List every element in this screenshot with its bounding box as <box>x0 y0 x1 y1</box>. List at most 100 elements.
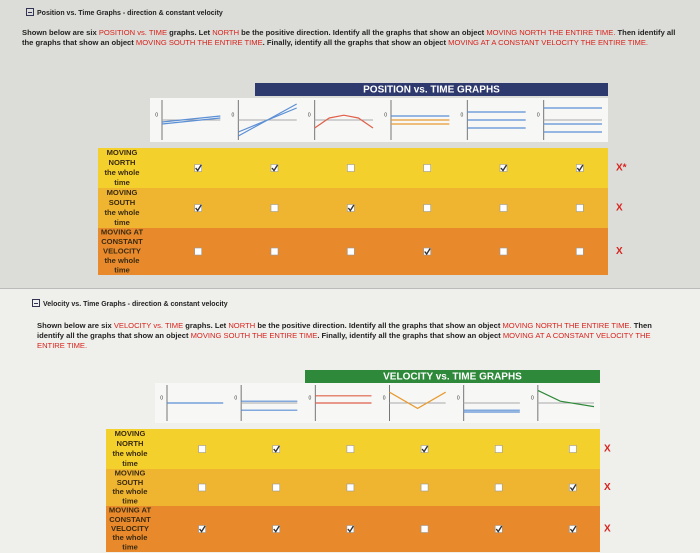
checkbox <box>494 525 503 533</box>
row-label: SOUTH <box>117 478 144 487</box>
instruction-text: Shown below are six <box>37 321 114 330</box>
checkmark <box>271 164 279 172</box>
row-label: CONSTANT <box>109 515 151 524</box>
row-label: MOVING AT <box>109 506 152 515</box>
table-title: POSITION vs. TIME GRAPHS <box>363 85 500 96</box>
row-label: time <box>114 178 130 187</box>
checkmark <box>347 204 355 212</box>
origin-label: 0 <box>531 395 534 401</box>
checkbox <box>423 164 431 172</box>
instruction-text: be the positive direction. Identify all … <box>239 28 487 37</box>
graph-line <box>314 114 374 129</box>
table-title: VELOCITY vs. TIME GRAPHS <box>383 372 522 383</box>
checkmark <box>569 525 577 533</box>
highlight-text: MOVING AT A CONSTANT VELOCITY THE ENTIRE… <box>37 331 651 350</box>
highlight-text: MOVING SOUTH THE ENTIRE TIME <box>190 331 318 340</box>
section-header: Position vs. Time Graphs - direction & c… <box>26 8 223 17</box>
checkbox <box>499 204 508 212</box>
graph-line <box>537 389 595 408</box>
row-label: SOUTH <box>109 198 136 207</box>
title-bar <box>305 370 600 383</box>
row-label: time <box>122 496 138 505</box>
origin-label: 0 <box>232 112 235 118</box>
result-mark: X* <box>616 163 627 174</box>
section-header: Velocity vs. Time Graphs - direction & c… <box>32 299 228 308</box>
row-label: time <box>114 265 130 274</box>
row-label: NORTH <box>109 158 136 167</box>
checkbox <box>198 445 206 453</box>
position-section: Position vs. Time Graphs - direction & c… <box>0 0 700 286</box>
highlight-text: MOVING SOUTH THE ENTIRE TIME <box>135 38 263 47</box>
checkbox <box>194 247 202 256</box>
checkmark <box>273 445 280 453</box>
checkbox <box>347 204 355 212</box>
instruction-text: Then identify all the graphs that show a… <box>22 28 676 47</box>
graph-line <box>238 107 297 133</box>
instruction-text: Then identify all the graphs that show a… <box>37 321 652 340</box>
checkmark <box>347 525 355 533</box>
result-mark: X <box>604 482 611 493</box>
row-label: MOVING <box>115 469 146 478</box>
checkmark <box>424 248 431 256</box>
row-label: the whole <box>112 533 147 542</box>
checkbox <box>423 204 431 212</box>
row-label: time <box>114 218 130 227</box>
instructions: Shown below are six VELOCITY vs. TIME gr… <box>37 321 669 351</box>
highlight-text: VELOCITY vs. TIME <box>113 321 184 330</box>
origin-label: 0 <box>155 112 158 118</box>
checkmark <box>576 164 584 172</box>
origin-label: 0 <box>537 112 540 118</box>
row-label: MOVING AT <box>101 228 144 237</box>
checkbox <box>270 204 279 212</box>
graph-strip <box>155 383 600 423</box>
row-label: time <box>122 459 138 468</box>
row-label: MOVING <box>115 429 146 438</box>
checkbox <box>272 445 281 453</box>
checkmark <box>421 445 429 453</box>
row-label: MOVING <box>107 148 138 157</box>
checkbox <box>347 164 355 172</box>
row-label: the whole <box>112 487 147 496</box>
instruction-text: . Finally, identify all the graphs that … <box>262 38 449 47</box>
checkbox <box>499 247 508 256</box>
checkbox <box>270 164 279 172</box>
row-label: VELOCITY <box>111 524 149 533</box>
title-bar <box>255 83 608 96</box>
result-mark: X <box>616 203 623 214</box>
row-label: the whole <box>104 256 139 265</box>
checkbox <box>346 483 355 492</box>
checkbox <box>346 525 355 533</box>
highlight-text: POSITION vs. TIME <box>98 28 168 37</box>
checkbox <box>270 247 279 256</box>
checkbox <box>576 204 584 212</box>
origin-label: 0 <box>384 112 387 118</box>
origin-label: 0 <box>457 395 460 401</box>
checkbox <box>420 445 429 453</box>
origin-label: 0 <box>383 395 386 401</box>
checkbox <box>194 164 202 172</box>
checkbox <box>198 483 206 492</box>
origin-label: 0 <box>309 395 312 401</box>
checkbox <box>576 164 584 172</box>
instructions: Shown below are six POSITION vs. TIME gr… <box>22 28 682 48</box>
origin-label: 0 <box>234 395 237 401</box>
origin-label: 0 <box>308 112 311 118</box>
checkbox <box>346 445 355 453</box>
highlight-text: MOVING NORTH THE ENTIRE TIME. <box>502 321 632 330</box>
checkmark <box>500 164 508 172</box>
checkmark <box>195 204 202 212</box>
highlight-text: NORTH <box>212 28 240 37</box>
checkbox <box>569 525 577 533</box>
instruction-text: graphs. Let <box>167 28 213 37</box>
result-mark: X <box>604 444 611 455</box>
highlight-text: MOVING AT A CONSTANT VELOCITY THE ENTIRE… <box>448 38 649 47</box>
checkbox <box>198 525 206 533</box>
row-label: the whole <box>104 168 139 177</box>
checkmark <box>569 484 577 492</box>
checkbox <box>576 247 584 256</box>
row-label: time <box>122 542 138 551</box>
instruction-text: . Finally, identify all the graphs that … <box>317 331 503 340</box>
checkbox <box>272 525 281 533</box>
checkbox <box>569 483 577 492</box>
